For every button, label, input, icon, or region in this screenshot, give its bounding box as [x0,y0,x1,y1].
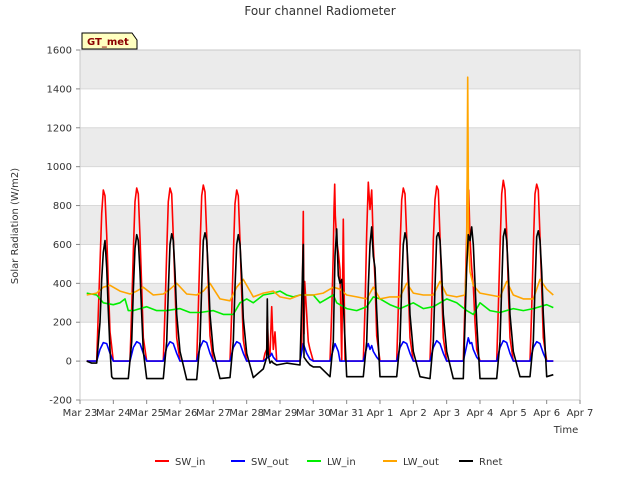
x-tick-label: Apr 5 [500,408,527,419]
x-tick-label: Mar 27 [196,408,231,419]
legend-label: SW_in [175,457,205,468]
legend-label: SW_out [251,457,289,468]
x-tick-label: Mar 26 [163,408,198,419]
x-tick-label: Mar 29 [263,408,298,419]
y-tick-label: 0 [66,357,72,368]
x-tick-label: Apr 2 [400,408,427,419]
legend-label: Rnet [479,457,502,468]
series-line-lw-out [86,76,554,302]
y-tick-label: -200 [49,396,72,407]
background-band-1 [80,205,580,245]
site-label-background [81,32,138,50]
x-tick-label: Apr 3 [433,408,460,419]
x-tick-label: Apr 4 [467,408,494,419]
y-axis-title: Solar Radiation (W/m2) [10,168,21,284]
series-line-sw-in [86,177,554,362]
legend: SW_in SW_out LW_in LW_out Rnet [155,457,502,468]
legend-label: LW_out [403,457,439,468]
y-tick-label: 1000 [47,162,72,173]
y-axis-ticks: -200 0 200 400 600 800 1000 1200 1400 1600 [47,46,80,407]
series-line-sw-out [86,336,554,362]
y-tick-label: 1600 [47,46,72,57]
y-tick-label: 200 [53,318,72,329]
y-tick-label: 1200 [47,123,72,134]
x-tick-label: Mar 23 [63,408,98,419]
x-tick-label: Apr 1 [367,408,394,419]
x-tick-label: Apr 6 [533,408,560,419]
series-line-rnet [86,226,554,381]
y-tick-label: 800 [53,201,72,212]
x-tick-label: Mar 24 [96,408,131,419]
site-label-box: GT_met [81,32,138,50]
x-tick-label: Mar 25 [129,408,164,419]
x-tick-label: Mar 30 [296,408,331,419]
background-band-3 [80,50,580,89]
x-tick-label: Apr 7 [567,408,594,419]
chart-title: Four channel Radiometer [244,4,395,18]
x-tick-label: Mar 28 [229,408,264,419]
y-tick-label: 600 [53,240,72,251]
background-band-2 [80,127,580,167]
series-lines [86,76,554,381]
y-tick-label: 400 [53,279,72,290]
y-tick-label: 1400 [47,84,72,95]
site-label: GT_met [87,37,129,48]
x-axis-title: Time [553,425,578,436]
legend-label: LW_in [327,457,356,468]
plot-frame [79,49,581,401]
x-tick-label: Mar 31 [329,408,364,419]
